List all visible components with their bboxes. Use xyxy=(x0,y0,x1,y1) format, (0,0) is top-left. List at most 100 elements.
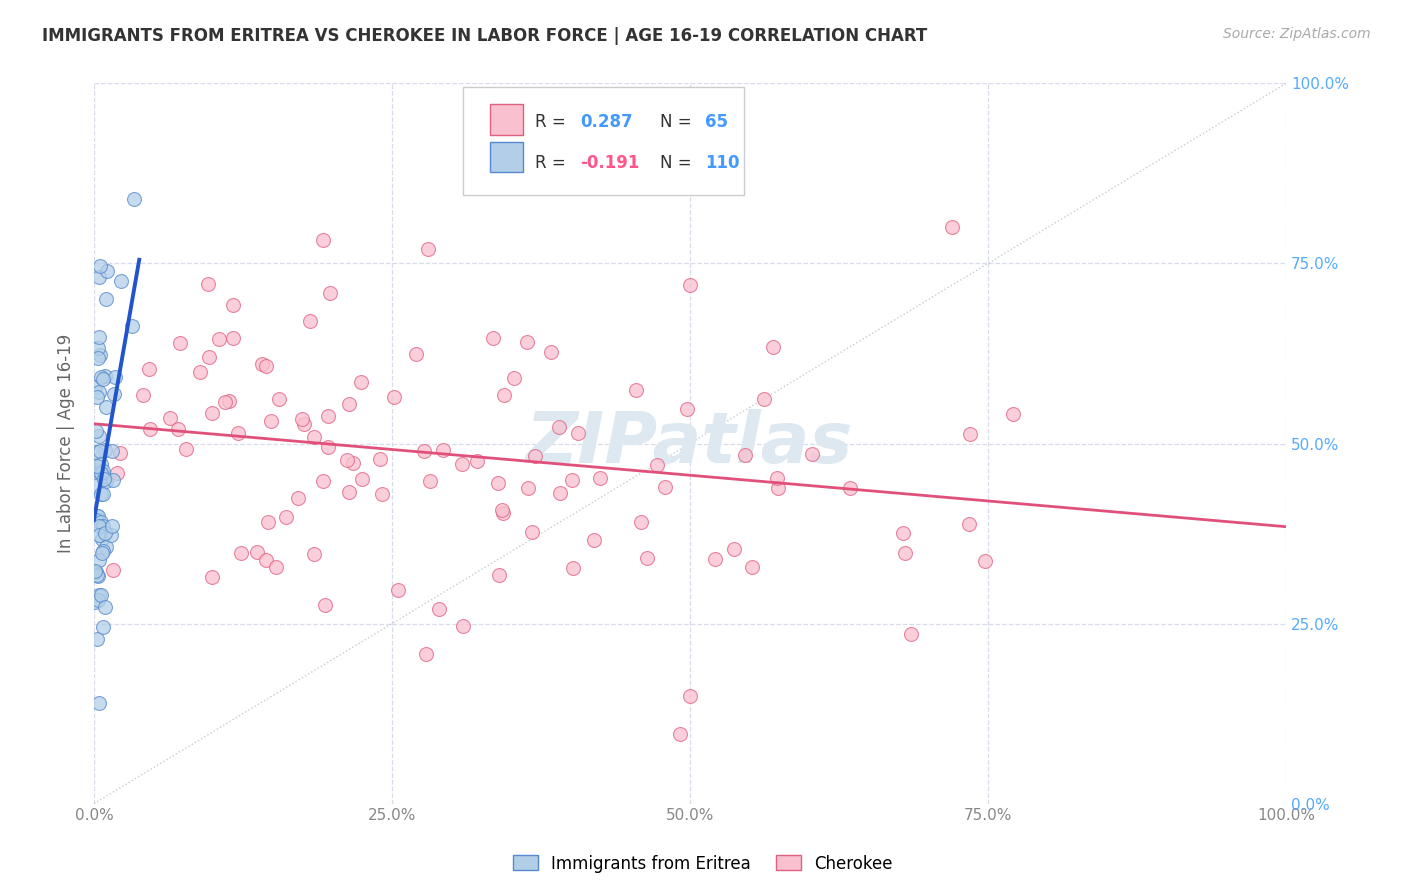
Immigrants from Eritrea xyxy=(96,263,118,277)
Immigrants from Eritrea xyxy=(96,292,118,306)
Cherokee xyxy=(260,414,283,428)
Cherokee xyxy=(486,475,509,490)
Cherokee xyxy=(339,485,361,500)
Cherokee xyxy=(761,340,783,354)
Immigrants from Eritrea xyxy=(84,512,107,526)
Cherokee xyxy=(138,422,160,436)
Immigrants from Eritrea xyxy=(110,274,132,288)
Immigrants from Eritrea xyxy=(86,508,108,523)
Cherokee xyxy=(752,392,775,406)
Cherokee xyxy=(405,347,427,361)
FancyBboxPatch shape xyxy=(464,87,744,195)
Cherokee xyxy=(676,402,699,417)
Immigrants from Eritrea xyxy=(93,600,115,615)
Cherokee xyxy=(1001,407,1024,421)
Cherokee xyxy=(517,481,540,495)
Text: R =: R = xyxy=(534,153,571,171)
Cherokee xyxy=(589,470,612,484)
Cherokee xyxy=(169,336,191,351)
Cherokee xyxy=(290,412,312,426)
Immigrants from Eritrea xyxy=(86,568,108,582)
Cherokee xyxy=(201,570,224,584)
Cherokee xyxy=(492,506,515,520)
Immigrants from Eritrea xyxy=(86,390,108,404)
Text: N =: N = xyxy=(661,112,697,130)
Cherokee xyxy=(314,598,336,612)
Cherokee xyxy=(208,332,231,346)
Immigrants from Eritrea xyxy=(91,464,114,478)
Cherokee xyxy=(432,443,454,458)
Immigrants from Eritrea xyxy=(86,565,108,579)
Immigrants from Eritrea xyxy=(90,370,112,384)
Immigrants from Eritrea xyxy=(89,696,111,710)
Cherokee xyxy=(250,357,273,371)
Cherokee xyxy=(523,162,546,177)
Cherokee xyxy=(734,448,756,462)
Cherokee xyxy=(159,411,181,425)
Text: Source: ZipAtlas.com: Source: ZipAtlas.com xyxy=(1223,27,1371,41)
Immigrants from Eritrea xyxy=(100,519,122,533)
Immigrants from Eritrea xyxy=(89,553,111,567)
Bar xyxy=(489,142,523,172)
Cherokee xyxy=(311,475,333,489)
Cherokee xyxy=(451,619,474,633)
Cherokee xyxy=(567,425,589,440)
Cherokee xyxy=(547,420,569,434)
Cherokee xyxy=(723,541,745,556)
Cherokee xyxy=(110,445,132,459)
Immigrants from Eritrea xyxy=(86,592,108,607)
Cherokee xyxy=(218,394,240,409)
Immigrants from Eritrea xyxy=(101,443,124,458)
Text: IMMIGRANTS FROM ERITREA VS CHEROKEE IN LABOR FORCE | AGE 16-19 CORRELATION CHART: IMMIGRANTS FROM ERITREA VS CHEROKEE IN L… xyxy=(42,27,928,45)
Cherokee xyxy=(339,397,361,411)
Immigrants from Eritrea xyxy=(104,370,127,384)
Y-axis label: In Labor Force | Age 16-19: In Labor Force | Age 16-19 xyxy=(58,334,75,553)
Cherokee xyxy=(246,545,269,559)
Legend: Immigrants from Eritrea, Cherokee: Immigrants from Eritrea, Cherokee xyxy=(506,848,900,880)
Cherokee xyxy=(669,727,692,741)
Cherokee xyxy=(419,474,441,488)
Immigrants from Eritrea xyxy=(100,528,122,542)
Immigrants from Eritrea xyxy=(94,369,117,384)
Immigrants from Eritrea xyxy=(91,372,114,386)
Cherokee xyxy=(838,481,860,495)
Immigrants from Eritrea xyxy=(103,386,125,401)
Immigrants from Eritrea xyxy=(91,544,114,558)
Immigrants from Eritrea xyxy=(87,330,110,344)
Cherokee xyxy=(342,457,364,471)
Cherokee xyxy=(316,440,339,454)
Immigrants from Eritrea xyxy=(91,620,114,634)
Immigrants from Eritrea xyxy=(87,568,110,582)
Cherokee xyxy=(494,388,516,402)
Cherokee xyxy=(267,392,290,406)
Cherokee xyxy=(298,314,321,328)
Cherokee xyxy=(174,442,197,457)
Cherokee xyxy=(302,430,325,444)
Cherokee xyxy=(254,553,277,567)
Immigrants from Eritrea xyxy=(94,526,117,541)
Cherokee xyxy=(229,546,252,560)
Cherokee xyxy=(132,388,155,402)
Immigrants from Eritrea xyxy=(90,486,112,500)
Cherokee xyxy=(197,277,219,292)
Text: N =: N = xyxy=(661,153,697,171)
Immigrants from Eritrea xyxy=(94,540,117,554)
Immigrants from Eritrea xyxy=(121,318,143,333)
Cherokee xyxy=(548,486,571,500)
Cherokee xyxy=(765,471,787,485)
Cherokee xyxy=(516,334,538,349)
Immigrants from Eritrea xyxy=(90,457,112,471)
Immigrants from Eritrea xyxy=(101,473,124,487)
Cherokee xyxy=(502,371,524,385)
Cherokee xyxy=(704,551,727,566)
Cherokee xyxy=(412,444,434,458)
Immigrants from Eritrea xyxy=(84,379,107,393)
Immigrants from Eritrea xyxy=(87,527,110,541)
Cherokee xyxy=(318,285,340,300)
Cherokee xyxy=(138,362,160,376)
Cherokee xyxy=(264,560,287,574)
Cherokee xyxy=(482,331,505,345)
Bar xyxy=(489,104,523,135)
Cherokee xyxy=(893,546,915,560)
Cherokee xyxy=(959,427,981,442)
